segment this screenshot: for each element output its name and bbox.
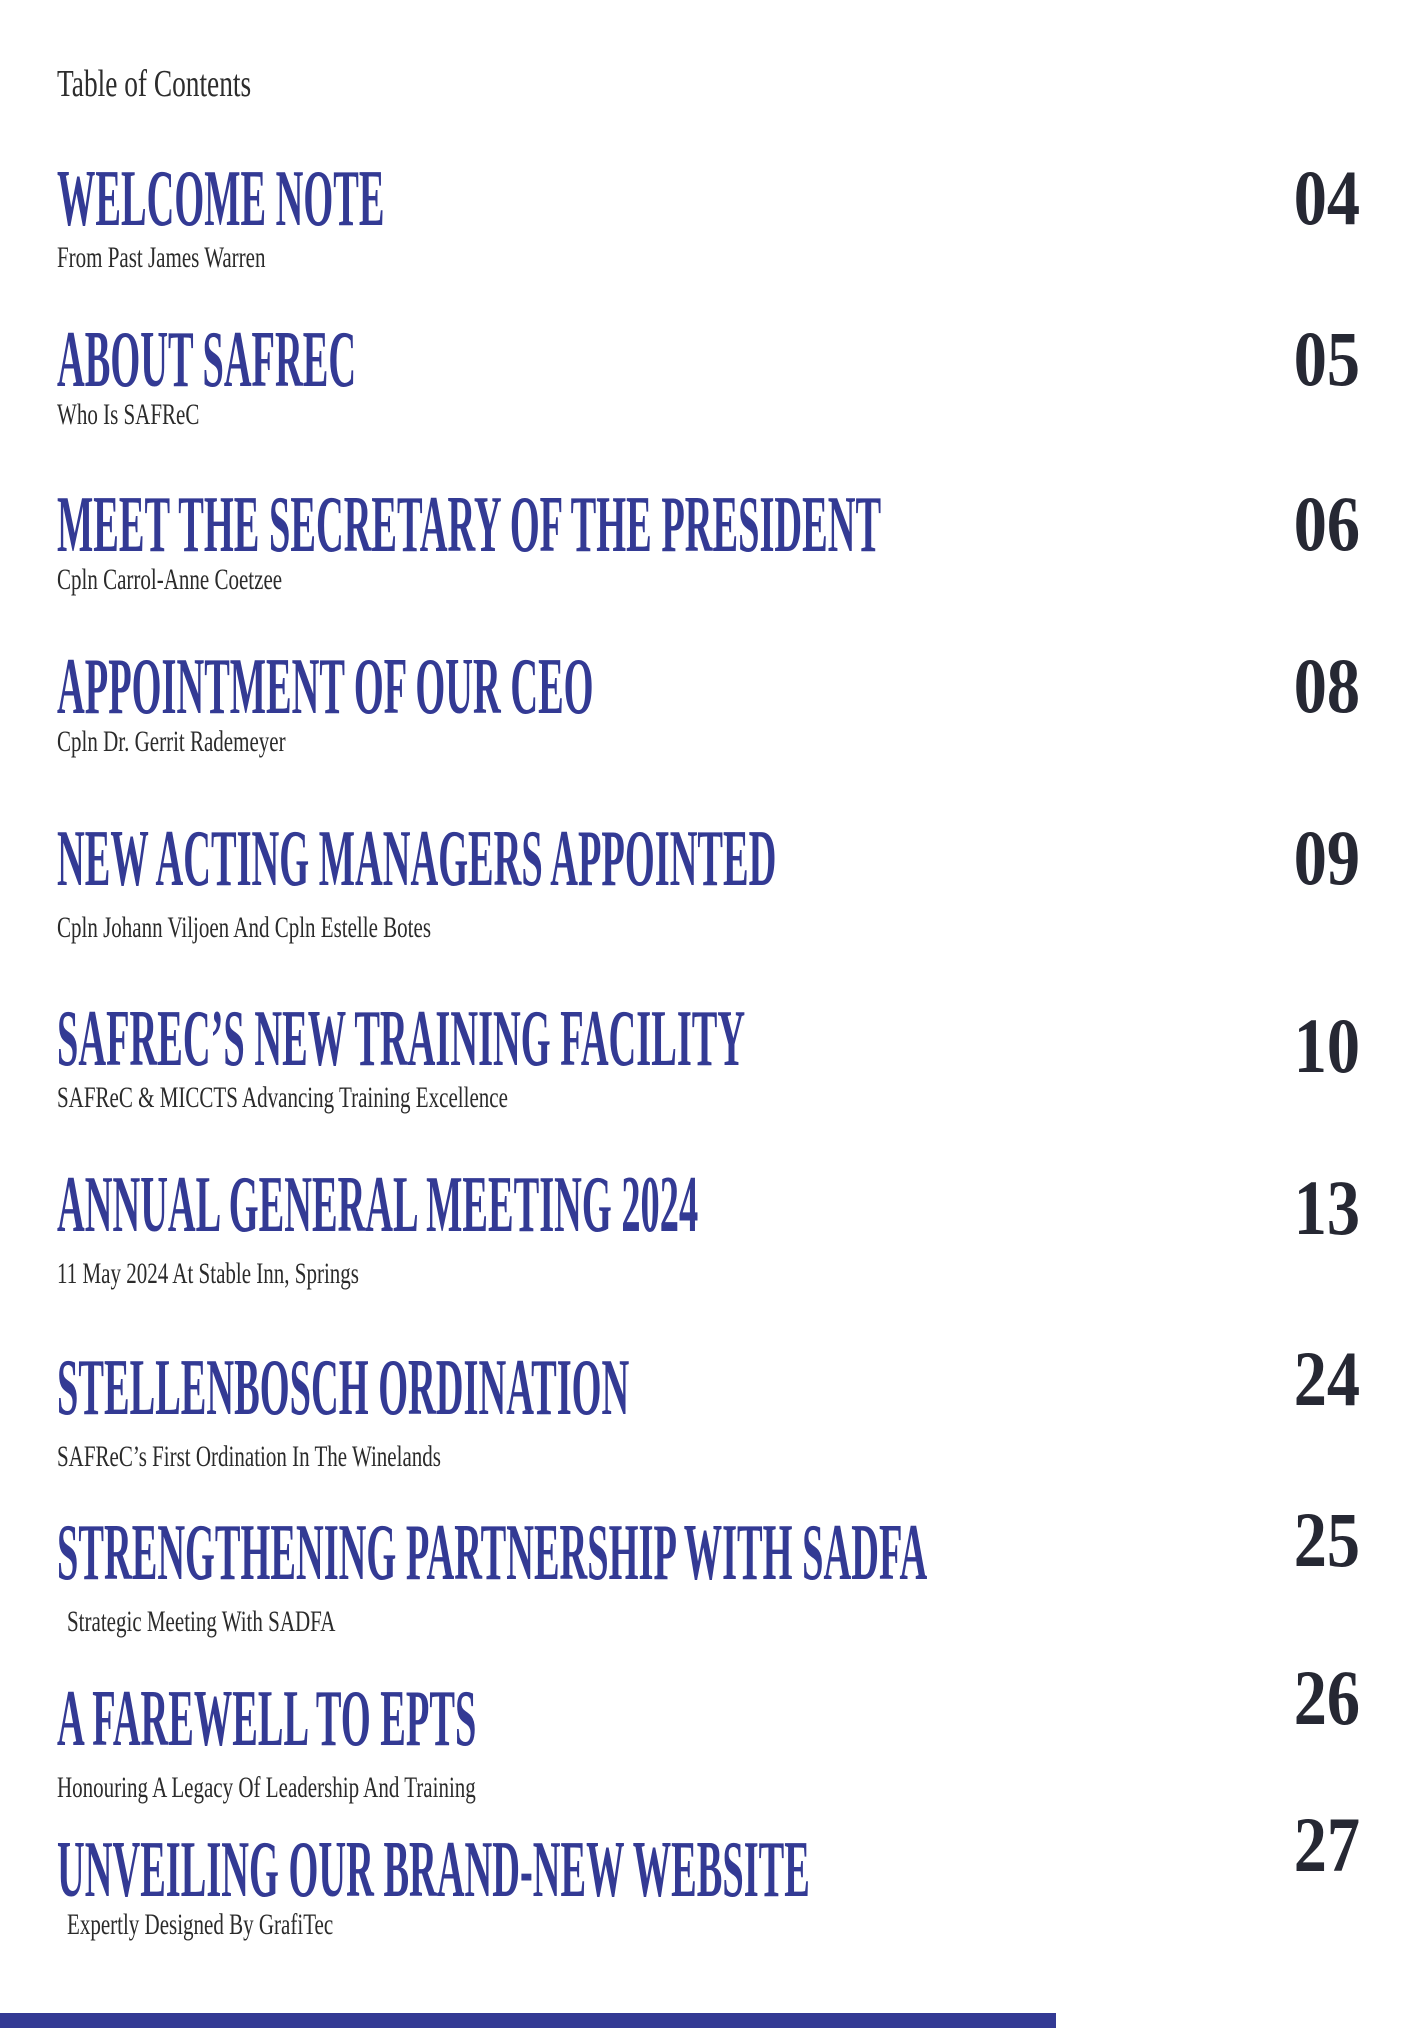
toc-entry: WELCOME NOTE From Past James Warren 04 [0, 159, 1428, 275]
toc-entry: NEW ACTING MANAGERS APPOINTED Cpln Johan… [0, 819, 1428, 945]
toc-entry: ANNUAL GENERAL MEETING 2024 11 May 2024 … [0, 1165, 1428, 1291]
toc-entry-subtitle: Cpln Johann Viljoen And Cpln Estelle Bot… [57, 911, 432, 944]
toc-entry-subtitle: Expertly Designed By GrafiTec [67, 1908, 334, 1941]
page-number: 27 [1293, 1801, 1360, 1888]
toc-entry-subtitle: Honouring A Legacy Of Leadership And Tra… [57, 1771, 476, 1804]
toc-entry-subtitle: 11 May 2024 At Stable Inn, Springs [57, 1257, 359, 1290]
page-number: 05 [1293, 315, 1360, 402]
page-number: 04 [1293, 154, 1360, 241]
page-number: 06 [1293, 480, 1360, 567]
toc-entry-subtitle: SAFReC’s First Ordination In The Winelan… [57, 1440, 441, 1473]
toc-entry: STRENGTHENING PARTNERSHIP WITH SADFA Str… [0, 1501, 1428, 1639]
toc-entry-title: WELCOME NOTE [57, 155, 385, 243]
toc-entry-title: UNVEILING OUR BRAND-NEW WEBSITE [57, 1826, 810, 1914]
toc-entry-subtitle: Who Is SAFReC [57, 398, 200, 431]
toc-entry: ABOUT SAFREC Who Is SAFReC 05 [0, 320, 1428, 432]
toc-entry-subtitle: Strategic Meeting With SADFA [67, 1605, 336, 1638]
toc-entry-title: ANNUAL GENERAL MEETING 2024 [57, 1161, 699, 1249]
toc-entry-title: MEET THE SECRETARY OF THE PRESIDENT [57, 481, 882, 569]
toc-entry-title: STELLENBOSCH ORDINATION [57, 1344, 630, 1432]
toc-entry-subtitle: Cpln Carrol-Anne Coetzee [57, 563, 283, 596]
toc-entry: APPOINTMENT OF OUR CEO Cpln Dr. Gerrit R… [0, 647, 1428, 759]
page-number: 10 [1293, 1002, 1360, 1089]
footer-accent-bar [0, 2013, 1056, 2028]
toc-entry: STELLENBOSCH ORDINATION SAFReC’s First O… [0, 1340, 1428, 1474]
toc-entry-title: ABOUT SAFREC [57, 316, 357, 404]
page-number: 25 [1293, 1496, 1360, 1583]
toc-entry-title: SAFREC’S NEW TRAINING FACILITY [57, 995, 746, 1083]
page-number: 08 [1293, 642, 1360, 729]
toc-entry-title: A FAREWELL TO EPTS [57, 1675, 477, 1763]
page-number: 13 [1293, 1164, 1360, 1251]
toc-entry: MEET THE SECRETARY OF THE PRESIDENT Cpln… [0, 485, 1428, 597]
toc-entry: UNVEILING OUR BRAND-NEW WEBSITE Expertly… [0, 1806, 1428, 1942]
toc-entry: A FAREWELL TO EPTS Honouring A Legacy Of… [0, 1659, 1428, 1805]
toc-entry-subtitle: Cpln Dr. Gerrit Rademeyer [57, 725, 286, 758]
toc-entry-title: APPOINTMENT OF OUR CEO [57, 643, 594, 731]
toc-entry-subtitle: From Past James Warren [57, 241, 266, 274]
page-number: 26 [1293, 1654, 1360, 1741]
toc-entry-title: NEW ACTING MANAGERS APPOINTED [57, 815, 777, 903]
toc-entry-subtitle: SAFReC & MICCTS Advancing Training Excel… [57, 1081, 508, 1114]
page-number: 09 [1293, 814, 1360, 901]
toc-entry-title: STRENGTHENING PARTNERSHIP WITH SADFA [57, 1509, 928, 1597]
page-title: Table of Contents [57, 63, 252, 105]
toc-entry: SAFREC’S NEW TRAINING FACILITY SAFReC & … [0, 999, 1428, 1115]
page-number: 24 [1293, 1335, 1360, 1422]
